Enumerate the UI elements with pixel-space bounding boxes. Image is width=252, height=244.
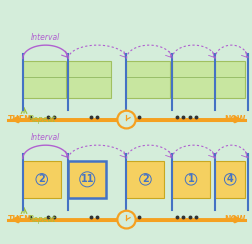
Text: Interval: Interval: [31, 33, 60, 42]
Circle shape: [119, 213, 133, 227]
Text: 11: 11: [80, 174, 94, 184]
Circle shape: [116, 210, 136, 229]
Text: THEN: THEN: [8, 215, 31, 224]
Text: NOW: NOW: [223, 215, 244, 224]
FancyBboxPatch shape: [68, 161, 106, 198]
Circle shape: [116, 110, 136, 129]
Text: 4: 4: [226, 174, 233, 184]
FancyBboxPatch shape: [214, 61, 244, 98]
Text: 2: 2: [38, 174, 45, 184]
Circle shape: [119, 112, 133, 127]
Text: 2: 2: [142, 174, 148, 184]
Text: Interval: Interval: [31, 133, 60, 142]
FancyBboxPatch shape: [171, 61, 214, 98]
Text: NOW: NOW: [223, 115, 244, 124]
FancyBboxPatch shape: [214, 161, 244, 198]
FancyBboxPatch shape: [126, 61, 169, 98]
FancyBboxPatch shape: [23, 161, 60, 198]
FancyBboxPatch shape: [171, 161, 209, 198]
FancyBboxPatch shape: [68, 61, 111, 98]
FancyBboxPatch shape: [23, 61, 66, 98]
Text: Repeat: Repeat: [29, 215, 56, 224]
FancyBboxPatch shape: [126, 161, 164, 198]
Text: 1: 1: [187, 174, 194, 184]
Text: Repeat: Repeat: [29, 115, 56, 124]
Text: THEN: THEN: [8, 115, 31, 124]
